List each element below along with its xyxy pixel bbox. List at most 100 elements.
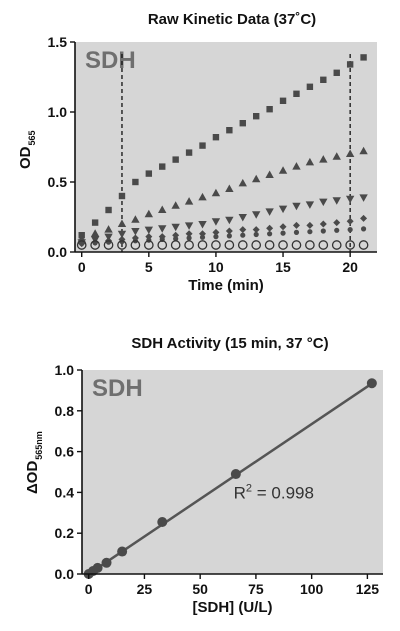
c1-series0-point [118, 192, 126, 200]
c1-series2-point [238, 214, 247, 222]
c1-series1-point [332, 152, 341, 160]
c1-series3-point [266, 224, 274, 232]
c1-series0-point [159, 163, 166, 170]
chart2-r2-annotation: R2 = 0.998 [234, 483, 314, 503]
c1-x-tick-label: 5 [145, 259, 153, 275]
c1-series1-point [305, 157, 315, 166]
c1-x-tick-label: 0 [78, 259, 86, 275]
c1-series1-point [117, 219, 127, 227]
c1-series1-point [225, 184, 234, 192]
c1-x-tick-label: 15 [275, 259, 291, 275]
c1-series0-point [333, 69, 340, 76]
c1-series1-point [171, 201, 180, 209]
c1-series4-point [307, 229, 313, 235]
c2-x-tick-label: 100 [300, 581, 324, 597]
chart2-watermark: SDH [92, 375, 143, 402]
chart1-y-axis-label-main: OD [17, 146, 34, 169]
c2-data-point [157, 516, 168, 527]
c1-series3-point [346, 217, 354, 225]
chart2-y-axis-label: ΔOD 565nm [24, 431, 44, 494]
c1-series2-point [198, 221, 207, 229]
c1-series5-point [305, 240, 315, 250]
c1-y-tick-label: 0.5 [48, 174, 68, 190]
chart2-r2-exponent: 2 [246, 483, 252, 495]
c1-series3-point [185, 230, 193, 238]
c1-series4-point [226, 233, 232, 239]
c1-series2-point [292, 202, 301, 211]
c1-series0-point [239, 120, 246, 127]
c1-series0-point [145, 170, 153, 177]
c1-series4-point [213, 234, 219, 240]
c1-series0-point [360, 54, 367, 61]
chart2-x-axis-label: [SDH] (U/L) [193, 599, 273, 616]
c1-series1-point [158, 205, 167, 213]
c1-series4-point [334, 227, 340, 233]
chart2-y-axis-label-sub: 565nm [34, 431, 44, 460]
c2-x-tick-label: 125 [356, 581, 380, 597]
chart2-title: SDH Activity (15 min, 37 °C) [131, 335, 328, 352]
c1-series5-point [264, 240, 275, 250]
c1-series3-point [252, 226, 260, 234]
c1-series5-point [331, 240, 342, 250]
c1-series2-point [359, 194, 368, 202]
c1-series2-point [131, 228, 140, 236]
chart1-watermark: SDH [85, 47, 136, 74]
chart2-r2-value: = 0.998 [252, 484, 314, 503]
c1-series2-point [252, 211, 261, 219]
c1-series3-point [279, 223, 287, 231]
c1-series4-point [119, 238, 125, 245]
c1-series4-point [173, 236, 179, 242]
c1-series5-point [224, 240, 235, 250]
chart2-axes: 0 25 50 75 100 125 0.0 0.2 0.4 0.6 0.8 1.0 [55, 362, 383, 597]
c2-fit-line [87, 382, 373, 576]
chart1-y-axis-label-sub: 565 [27, 130, 37, 145]
sdh-activity-chart: SDH Activity (15 min, 37 °C) SDH 0 25 50 75… [24, 335, 383, 616]
c1-series0-point [105, 206, 112, 214]
c1-series1-point [184, 197, 194, 205]
c1-x-tick-label: 20 [342, 259, 358, 275]
c1-series5-point [130, 240, 141, 250]
chart2-r2-prefix: R [234, 484, 246, 503]
c2-data-point [92, 562, 103, 573]
c1-series1-point [252, 174, 261, 183]
c1-series5-point [345, 240, 356, 250]
c2-data-point [101, 557, 112, 568]
c1-series4-point [79, 241, 85, 247]
c1-series5-point [197, 240, 208, 250]
c1-series4-point [92, 240, 98, 246]
c1-series2-point [117, 230, 127, 239]
c2-y-tick-label: 0.2 [55, 525, 75, 541]
c1-series0-point [172, 156, 179, 163]
c1-series4-point [240, 232, 246, 238]
c1-series5-point [358, 240, 369, 250]
c1-series5-point [117, 240, 127, 250]
c2-x-tick-label: 0 [85, 581, 93, 597]
c1-series0-point [226, 127, 233, 134]
c1-series2-point [184, 222, 194, 230]
c1-series2-point [345, 195, 355, 204]
c1-series3-point [212, 228, 220, 236]
c1-series1-point [278, 166, 288, 174]
c1-series2-point [319, 198, 328, 207]
c1-series0-point [279, 97, 287, 104]
c1-series2-point [265, 208, 274, 216]
c1-series5-point [90, 240, 100, 250]
c1-series4-point [199, 234, 206, 240]
c1-series1-point [90, 229, 100, 237]
c1-series0-point [346, 61, 354, 68]
c1-series3-point [239, 226, 247, 234]
c1-series0-point [185, 149, 193, 156]
c1-y-tick-label: 1.5 [48, 34, 68, 50]
c2-x-tick-label: 75 [248, 581, 264, 597]
c1-series1-point [211, 188, 221, 197]
c1-series0-point [132, 178, 139, 186]
c1-series5-point [278, 240, 288, 250]
c1-y-tick-label: 0.0 [48, 244, 68, 260]
c1-series3-point [225, 227, 233, 235]
c1-series2-point [225, 216, 234, 225]
c1-series3-point [306, 221, 314, 229]
c2-y-tick-label: 1.0 [55, 362, 75, 378]
c1-series4-point [293, 229, 300, 235]
c1-series1-point [198, 192, 207, 201]
c1-series0-point [91, 219, 99, 226]
